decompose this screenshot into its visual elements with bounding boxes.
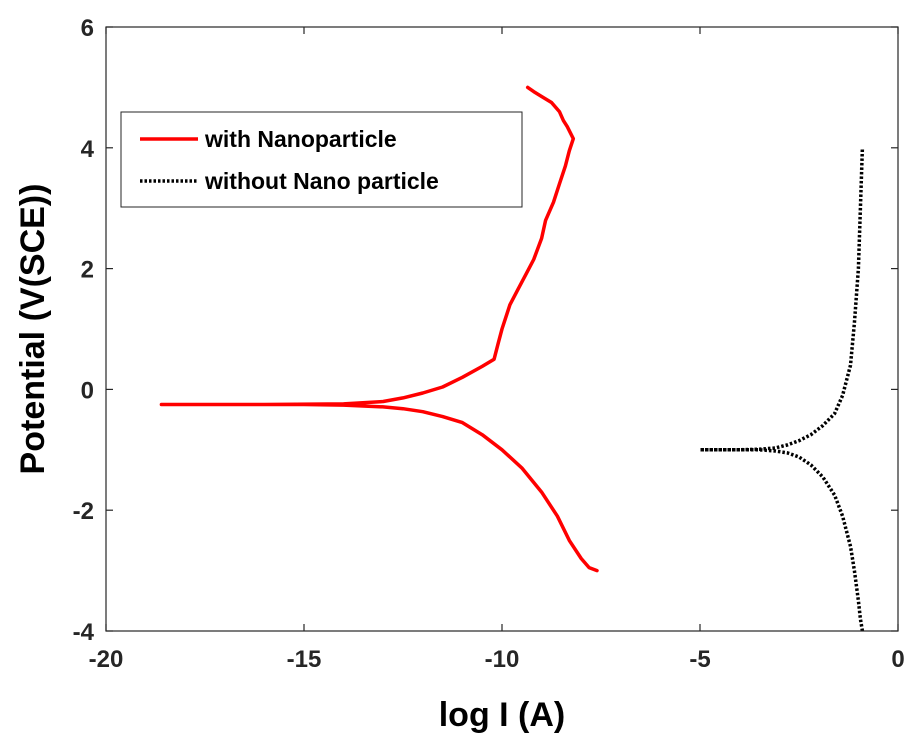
y-tick-label: 0	[81, 377, 94, 404]
series-line-0	[159, 85, 599, 573]
legend-label-without-nano-particle: without Nano particle	[204, 168, 439, 194]
x-tick-label: -10	[485, 646, 520, 673]
legend: with Nanoparticle without Nano particle	[120, 111, 523, 208]
y-tick-label: 4	[81, 136, 95, 163]
x-tick-label: 0	[891, 646, 904, 673]
y-tick-label: -4	[73, 619, 95, 646]
x-axis-label: log I (A)	[439, 696, 566, 733]
x-tick-label: -5	[689, 646, 710, 673]
x-tick-label: -20	[89, 646, 124, 673]
series-layer	[159, 85, 865, 632]
y-tick-label: 2	[81, 257, 94, 284]
y-axis-label: Potential (V(SCE))	[14, 184, 52, 475]
y-tick-label: -2	[73, 498, 94, 525]
legend-box	[120, 111, 523, 208]
legend-label-with-nanoparticle: with Nanoparticle	[204, 126, 397, 152]
y-tick-label: 6	[81, 15, 94, 42]
x-tick-label: -15	[287, 646, 322, 673]
